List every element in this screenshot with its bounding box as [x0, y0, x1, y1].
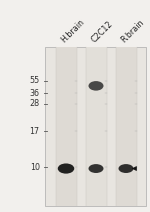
Text: H.brain: H.brain [60, 18, 87, 45]
Ellipse shape [88, 81, 104, 91]
Text: 55: 55 [30, 76, 40, 85]
Text: 36: 36 [30, 89, 40, 98]
Text: 17: 17 [30, 127, 40, 136]
Bar [56, 47, 76, 206]
Bar [45, 47, 146, 206]
Bar [85, 47, 106, 206]
Ellipse shape [118, 164, 134, 173]
Bar [116, 47, 136, 206]
Text: C2C12: C2C12 [90, 20, 115, 45]
Ellipse shape [58, 163, 74, 174]
Text: 10: 10 [30, 163, 40, 172]
Text: 28: 28 [30, 99, 40, 108]
Text: R.brain: R.brain [120, 18, 146, 45]
Ellipse shape [88, 164, 104, 173]
